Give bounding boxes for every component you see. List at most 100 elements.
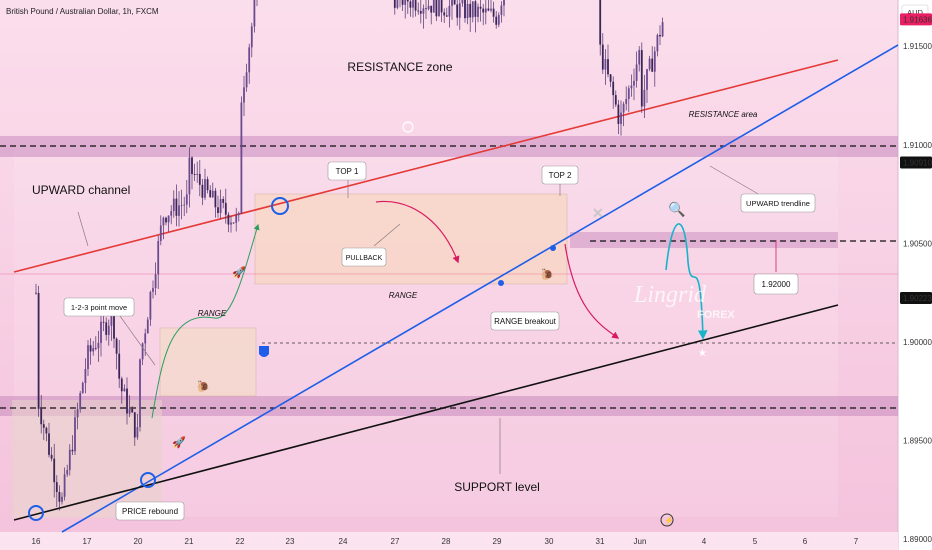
candle-body [469,3,472,18]
rocket-icon: 🚀 [172,436,186,449]
candle-body [630,85,633,89]
candle-body [451,0,453,6]
candle-body [131,408,134,413]
candle-body [253,0,256,27]
target-callout: 1.92000 [753,273,799,295]
candle-body [427,5,430,10]
candle-body [609,74,612,82]
candle-body [188,157,191,195]
candle-body [35,292,37,294]
target-label: 1.92000 [762,280,791,289]
candle-body [191,157,193,175]
resistance-zone-band [0,136,898,157]
candle-body [185,194,188,205]
candle-body [646,69,648,90]
pullback-pointer [373,223,401,247]
candle-body [422,8,425,14]
candle-body [412,0,414,8]
candle-body [63,474,66,497]
candle-body [479,6,482,9]
resistance-zone-label: RESISTANCE zone [347,60,452,74]
candle-body [167,215,170,223]
price-tick-label: 1.91500 [903,42,932,51]
candle-body [492,8,495,17]
projection-path [665,223,708,340]
candle-body [617,104,620,124]
candle-body [183,204,186,206]
time-tick-label: 20 [134,537,143,546]
candle-body [484,8,487,13]
time-tick-label: 22 [236,537,245,546]
point-move-label: 1-2-3 point move [71,303,127,312]
candle-body [102,321,105,323]
candle-body [627,88,630,100]
candle-body [178,205,180,216]
candle-body [648,58,651,70]
candle-body [157,240,160,275]
candle-body [162,217,165,226]
upward-channel-label: UPWARD channel [32,183,130,197]
candle-body [417,10,420,12]
candle-body [401,0,404,5]
time-tick-label: Jun [634,537,647,546]
candle-body [146,319,149,334]
pullback-callout: PULLBACK [341,247,387,267]
time-tick-label: 17 [83,537,92,546]
time-tick-label: 27 [391,537,400,546]
candle-body [144,333,147,344]
candle-body [419,11,422,14]
pivot-low-2-marker [140,472,156,488]
candle-body [443,12,446,16]
candle-body [456,4,459,18]
time-tick-label: 23 [286,537,295,546]
candle-body [487,8,490,11]
candle-body [66,469,69,475]
mid-range-box [159,327,257,397]
price-tick-label: 1.90500 [903,239,932,248]
price-tick-label: 1.90910 [903,159,932,168]
candle-body [651,58,654,72]
candle-body [105,322,108,335]
candle-body [211,190,214,198]
candle-body [404,0,407,5]
info-circle-icon [402,121,414,133]
rocket-icon: 🚀 [232,266,246,279]
candle-body [68,449,71,470]
top2-callout: TOP 2 [541,165,579,185]
candle-body [100,321,102,343]
candle-body [139,359,141,428]
candle-body [230,222,232,225]
symbol-title[interactable]: British Pound / Australian Dollar, 1h, F… [6,7,159,16]
candle-body [79,393,82,410]
candle-body [245,72,248,88]
time-tick-label: 6 [803,537,808,546]
candle-body [445,15,448,17]
candle-body [601,44,604,70]
currency-label: AUD [907,8,923,17]
candle-body [81,382,84,394]
candle-body [232,222,235,224]
candle-body [55,482,58,492]
candle-body [53,458,56,483]
time-tick-label: 16 [32,537,41,546]
price-tag-badge [900,156,932,169]
candle-body [661,22,664,37]
candle-body [84,369,87,383]
candle-body [633,80,635,86]
candle-body [393,0,396,8]
candle-body [209,190,212,198]
upward-trendline-label: UPWARD trendline [746,199,810,208]
candle-body [448,5,451,17]
candle-body [126,388,128,414]
candle-body [159,225,162,241]
breakout-arrow [564,243,620,339]
candle-body [495,16,498,25]
candle-body [474,1,477,17]
resistance-trendline [13,59,839,273]
time-tick-label: 7 [854,537,859,546]
candle-body [206,179,209,191]
candle-body [61,496,63,502]
range-label-top: RANGE [389,291,418,300]
candle-body [503,0,505,6]
